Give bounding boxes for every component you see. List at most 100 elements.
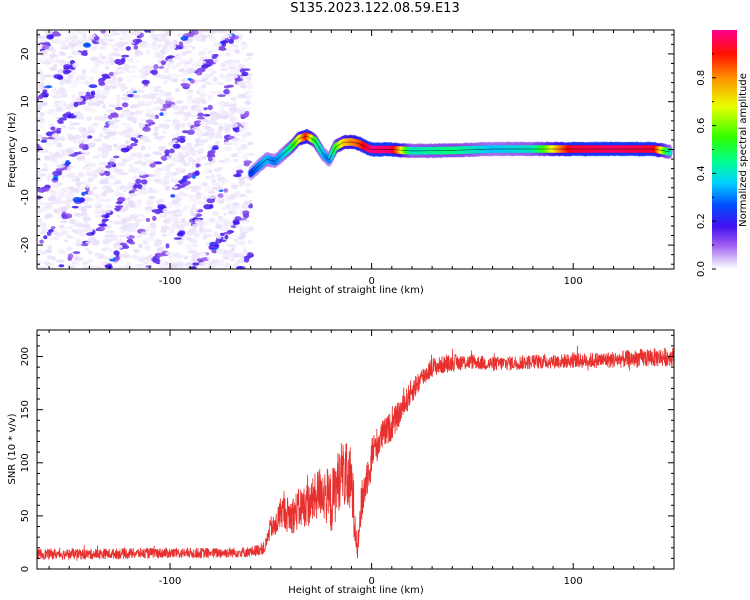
spectrogram-cells — [37, 30, 673, 269]
noise-cell — [59, 100, 66, 104]
noise-cell — [229, 208, 236, 212]
noise-cell — [208, 94, 213, 100]
noise-cell — [132, 30, 141, 36]
noise-cell — [147, 254, 154, 259]
noise-cell — [230, 96, 237, 101]
noise-cell — [218, 217, 228, 223]
noise-cell — [43, 94, 49, 98]
noise-cell — [121, 54, 130, 58]
noise-cell — [41, 38, 49, 42]
noise-cell — [141, 85, 148, 89]
noise-cell — [37, 218, 43, 223]
noise-cell — [99, 41, 108, 46]
noise-cell — [153, 64, 159, 70]
noise-cell — [203, 113, 211, 117]
noise-cell — [187, 57, 194, 63]
noise-cell — [148, 177, 153, 181]
noise-cell — [148, 232, 157, 236]
noise-cell — [104, 264, 112, 268]
noise-cell — [223, 85, 231, 89]
noise-cell — [148, 237, 155, 241]
noise-cell — [94, 194, 101, 200]
noise-cell — [116, 103, 121, 107]
noise-cell — [85, 184, 90, 189]
noise-cell — [132, 94, 141, 99]
noise-cell — [172, 217, 180, 223]
noise-cell — [65, 69, 72, 73]
noise-cell — [157, 43, 164, 47]
noise-cell — [63, 239, 69, 243]
noise-cell — [207, 50, 214, 55]
noise-cell — [231, 119, 236, 124]
noise-cell — [178, 166, 184, 171]
noise-cell — [152, 215, 157, 221]
noise-cell — [52, 230, 59, 235]
noise-cell — [39, 78, 46, 82]
noise-cell — [67, 74, 74, 80]
noise-cell — [246, 152, 255, 157]
noise-cell — [235, 223, 243, 229]
noise-cell — [213, 42, 222, 48]
noise-cell — [127, 107, 135, 111]
noise-cell — [84, 196, 91, 200]
noise-cell — [49, 53, 58, 58]
noise-cell — [159, 146, 165, 149]
noise-cell — [239, 209, 244, 215]
noise-cell — [124, 232, 130, 237]
noise-cell — [116, 244, 123, 249]
noise-cell — [187, 77, 192, 81]
noise-cell — [58, 224, 65, 229]
noise-cell — [71, 70, 77, 76]
noise-cell — [177, 226, 183, 231]
y-tick-label: 100 — [20, 453, 31, 472]
noise-cell — [54, 58, 59, 64]
noise-cell — [183, 233, 192, 237]
noise-cell — [168, 44, 177, 50]
noise-cell — [46, 213, 53, 218]
noise-cell — [148, 173, 156, 178]
noise-cell — [47, 119, 54, 123]
noise-cell — [111, 75, 117, 81]
noise-cell — [70, 80, 78, 84]
noise-cell — [66, 133, 73, 138]
noise-cell — [175, 239, 185, 243]
noise-cell — [40, 139, 48, 143]
noise-cell — [40, 173, 47, 177]
noise-cell — [80, 150, 90, 154]
noise-cell — [63, 64, 71, 69]
noise-cell — [156, 73, 162, 79]
noise-cell — [46, 176, 51, 181]
noise-cell — [89, 76, 95, 82]
noise-cell — [243, 258, 250, 263]
noise-cell — [41, 101, 48, 107]
noise-cell — [57, 248, 65, 253]
noise-cell — [203, 107, 208, 111]
noise-cell — [42, 164, 49, 168]
noise-cell — [37, 97, 40, 103]
x-tick-label: -100 — [159, 576, 182, 587]
noise-cell — [130, 143, 138, 147]
noise-cell — [223, 212, 228, 216]
noise-cell — [186, 68, 196, 74]
noise-cell — [37, 125, 43, 129]
noise-cell — [41, 137, 50, 140]
noise-cell — [191, 46, 196, 50]
noise-cell — [142, 240, 147, 245]
noise-cell — [182, 205, 191, 211]
noise-cell — [121, 102, 129, 108]
noise-cell — [68, 172, 77, 176]
noise-cell — [234, 77, 243, 82]
noise-cell — [191, 30, 199, 35]
noise-cell — [79, 30, 86, 34]
noise-cell — [53, 37, 62, 43]
noise-cell — [220, 40, 229, 44]
noise-cell — [203, 204, 212, 210]
noise-cell — [203, 47, 209, 51]
noise-cell — [219, 73, 224, 76]
noise-cell — [37, 134, 43, 138]
noise-cell — [175, 88, 181, 93]
noise-cell — [162, 103, 172, 109]
noise-cell — [205, 168, 210, 174]
noise-cell — [190, 185, 200, 191]
noise-cell — [241, 176, 250, 180]
